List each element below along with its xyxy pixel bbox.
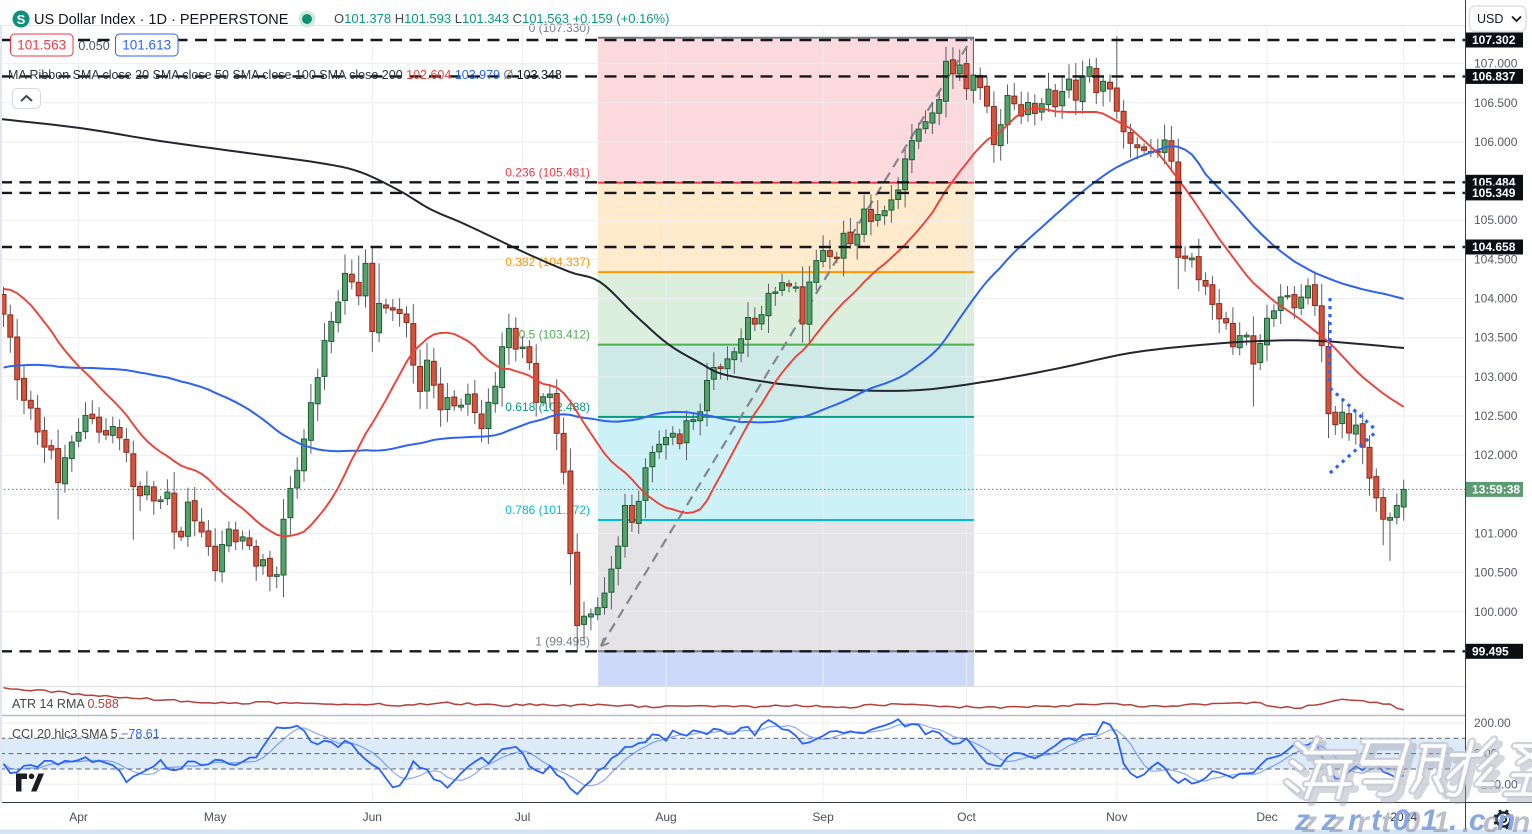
svg-text:CCI 20 hlc3 SMA 5 −78.61: CCI 20 hlc3 SMA 5 −78.61	[12, 727, 160, 741]
svg-text:O101.378 H101.593 L101.343 C10: O101.378 H101.593 L101.343 C101.563 +0.1…	[334, 11, 669, 26]
svg-text:102.000: 102.000	[1474, 448, 1518, 462]
svg-text:Apr: Apr	[69, 810, 88, 824]
svg-text:USD: USD	[1477, 12, 1503, 26]
svg-text:1 (99.495): 1 (99.495)	[535, 634, 590, 648]
svg-text:zzrt01.cn: zzrt01.cn	[1294, 804, 1527, 834]
svg-text:0.236 (105.481): 0.236 (105.481)	[505, 166, 590, 180]
svg-text:105.349: 105.349	[1472, 186, 1516, 200]
svg-text:100.000: 100.000	[1474, 605, 1518, 619]
svg-text:104.658: 104.658	[1472, 240, 1516, 254]
svg-text:106.837: 106.837	[1472, 69, 1516, 83]
svg-text:S: S	[17, 12, 26, 27]
svg-text:107.302: 107.302	[1472, 33, 1516, 47]
svg-text:May: May	[204, 810, 227, 824]
svg-text:Dec: Dec	[1256, 810, 1277, 824]
svg-text:13:59:38: 13:59:38	[1472, 482, 1520, 496]
svg-text:MA Ribbon SMA close 20 SMA clo: MA Ribbon SMA close 20 SMA close 50 SMA …	[8, 68, 562, 82]
svg-text:200.00: 200.00	[1474, 716, 1511, 730]
svg-text:Aug: Aug	[655, 810, 676, 824]
svg-text:103.500: 103.500	[1474, 331, 1518, 345]
svg-text:Jun: Jun	[363, 810, 382, 824]
svg-text:107.000: 107.000	[1474, 57, 1518, 71]
svg-text:101.000: 101.000	[1474, 527, 1518, 541]
svg-text:104.000: 104.000	[1474, 292, 1518, 306]
svg-text:ATR 14 RMA 0.588: ATR 14 RMA 0.588	[12, 697, 119, 711]
svg-text:0.5 (103.412): 0.5 (103.412)	[519, 328, 590, 342]
svg-text:0.618 (102.488): 0.618 (102.488)	[505, 400, 590, 414]
svg-text:99.495: 99.495	[1472, 644, 1509, 658]
svg-text:102.500: 102.500	[1474, 409, 1518, 423]
svg-text:Nov: Nov	[1106, 810, 1127, 824]
svg-text:zzrt01.cn: zzrt01.cn	[1301, 806, 1532, 834]
svg-text:Sep: Sep	[812, 810, 834, 824]
svg-text:101.563: 101.563	[17, 38, 66, 53]
svg-text:0.786 (101.172): 0.786 (101.172)	[505, 503, 590, 517]
svg-text:Oct: Oct	[957, 810, 976, 824]
svg-text:103.000: 103.000	[1474, 370, 1518, 384]
svg-text:0 (107.330): 0 (107.330)	[529, 21, 590, 35]
svg-text:100.500: 100.500	[1474, 566, 1518, 580]
svg-text:106.000: 106.000	[1474, 135, 1518, 149]
svg-text:0.050: 0.050	[78, 39, 109, 53]
svg-text:101.613: 101.613	[122, 38, 171, 53]
svg-text:105.000: 105.000	[1474, 213, 1518, 227]
svg-text:2024: 2024	[1390, 810, 1417, 824]
svg-text:US Dollar Index · 1D · PEPPERS: US Dollar Index · 1D · PEPPERSTONE	[34, 12, 289, 28]
svg-text:Jul: Jul	[515, 810, 530, 824]
svg-text:104.500: 104.500	[1474, 252, 1518, 266]
svg-text:106.500: 106.500	[1474, 96, 1518, 110]
